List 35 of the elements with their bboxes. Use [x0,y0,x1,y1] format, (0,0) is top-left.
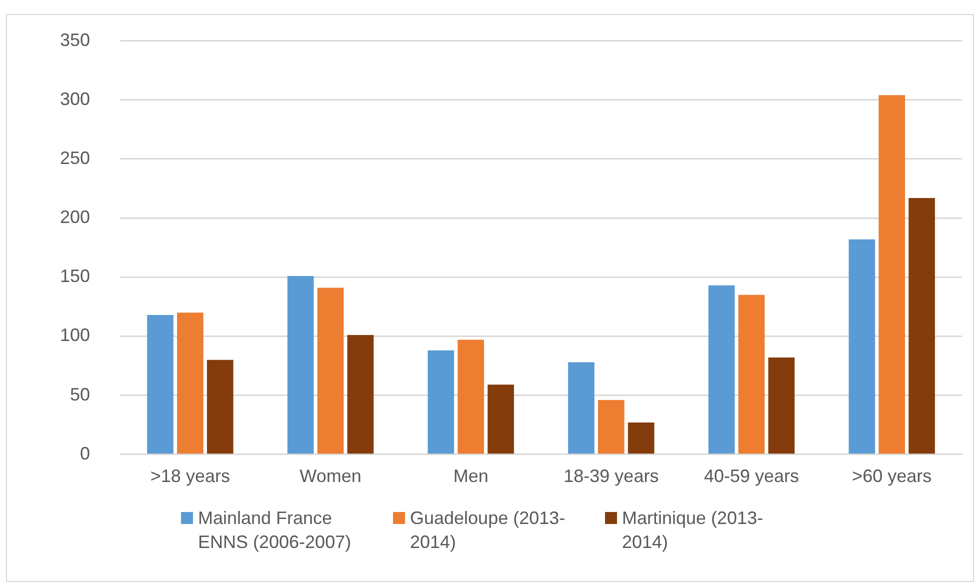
bar [628,422,654,454]
bar [488,384,514,454]
x-tick-label: >60 years [852,466,932,486]
y-tick-label: 100 [60,325,90,346]
x-tick-label: >18 years [150,466,230,486]
bar [287,276,314,454]
bar [206,360,234,454]
y-tick-label: 250 [60,148,90,168]
x-tick-label: Men [453,466,488,486]
y-tick-label: 200 [60,207,90,228]
bar [317,288,344,454]
legend-label: Guadeloupe (2013-2014) [410,507,566,554]
x-tick-label: 40-59 years [704,466,800,486]
y-tick-label: 350 [60,30,90,50]
bar [177,312,204,454]
bar [458,340,484,454]
bar [568,362,594,454]
y-tick-label: 0 [80,443,90,464]
x-tick-label: Women [300,466,362,486]
bar [768,358,795,454]
y-tick-label: 150 [60,266,90,286]
bar [708,285,735,454]
bar [147,314,174,454]
bar [738,294,765,454]
y-tick-label: 300 [60,88,90,109]
bar [908,198,935,454]
bar [347,335,374,454]
x-tick-label: 18-39 years [564,466,659,486]
y-tick-label: 50 [70,384,90,404]
bar [598,400,624,454]
bar [878,95,906,454]
bar [428,350,454,454]
bar [848,239,876,454]
legend-label: Mainland France ENNS (2006-2007) [198,507,352,554]
legend-label: Martinique (2013-2014) [622,507,764,554]
